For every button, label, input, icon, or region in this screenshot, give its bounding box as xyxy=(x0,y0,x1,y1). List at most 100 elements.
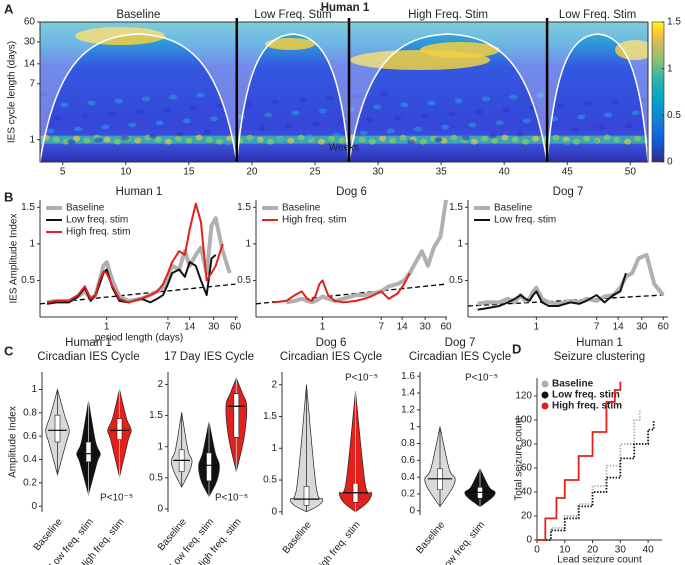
scalogram-blob xyxy=(573,139,580,145)
scalogram-blob xyxy=(471,139,478,145)
colorbar-tick-label: 1 xyxy=(667,63,673,74)
scalogram-speckle xyxy=(577,115,585,120)
y-tick-label: 0.2 xyxy=(23,477,37,488)
scalogram-speckle xyxy=(292,111,300,116)
scalogram-speckle xyxy=(387,129,395,134)
scalogram-speckle xyxy=(285,124,293,129)
scalogram-speckle xyxy=(489,134,497,139)
scalogram-blob xyxy=(114,139,121,145)
x-axis-label: Weeks xyxy=(329,143,359,154)
scalogram-speckle xyxy=(203,130,211,135)
x-tick-label: 0 xyxy=(534,545,540,556)
scalogram-speckle xyxy=(271,100,279,105)
colorbar xyxy=(652,22,664,162)
x-tick-label: 20 xyxy=(246,167,258,178)
scalogram-blob xyxy=(634,136,641,142)
chart-title: Human 1 xyxy=(576,337,623,349)
scalogram-speckle xyxy=(108,112,116,117)
series-line xyxy=(47,255,216,304)
legend-swatch xyxy=(542,381,549,388)
y-tick-label: 1.4 xyxy=(401,388,415,399)
x-tick-label: 40 xyxy=(643,545,655,556)
scalogram-speckle xyxy=(360,131,368,136)
y-tick-label: 1.5 xyxy=(449,202,463,213)
colorbar-tick-label: 0.5 xyxy=(667,110,681,121)
scalogram-speckle xyxy=(516,132,524,137)
scalogram-speckle xyxy=(584,102,592,107)
x-tick-label: Baseline xyxy=(32,516,65,553)
y-tick-label: 2 xyxy=(271,379,277,390)
scalogram-blob xyxy=(53,137,60,143)
scalogram-speckle xyxy=(462,136,470,141)
scalogram-speckle xyxy=(604,113,612,118)
scalogram-speckle xyxy=(176,132,184,137)
y-tick-label: 1 xyxy=(245,239,251,250)
phase-label: High Freq. Stim xyxy=(408,9,488,21)
scalogram-speckle xyxy=(264,113,272,118)
scalogram-speckle xyxy=(598,126,606,131)
scalogram-blob xyxy=(532,136,539,142)
scalogram-speckle xyxy=(482,97,490,102)
y-tick-label: 1 xyxy=(29,239,35,250)
scalogram-blob xyxy=(491,138,498,144)
scalogram-speckle xyxy=(88,101,96,106)
x-axis-label: Lead seizure count xyxy=(557,555,642,565)
scalogram-speckle xyxy=(475,110,483,115)
scalogram-speckle xyxy=(332,133,340,138)
x-tick-label: 35 xyxy=(436,167,448,178)
y-tick-label: 0 xyxy=(526,535,532,546)
scalogram-speckle xyxy=(441,125,449,130)
phase-label: Low Freq. Stim xyxy=(559,9,636,21)
x-tick-label: 60 xyxy=(440,322,452,333)
x-tick-label: 40 xyxy=(499,167,511,178)
scalogram-blob xyxy=(379,136,386,142)
scalogram-speckle xyxy=(135,110,143,115)
y-tick-label: 0.5 xyxy=(21,275,35,286)
scalogram-speckle xyxy=(509,95,517,100)
x-tick-label: 10 xyxy=(120,167,132,178)
scalogram-speckle xyxy=(400,103,408,108)
legend-label: Baseline xyxy=(494,203,533,214)
iqr-box xyxy=(117,419,122,440)
scalogram-speckle xyxy=(94,138,102,143)
series-line xyxy=(478,255,664,304)
x-tick-label: 5 xyxy=(60,167,66,178)
legend-swatch xyxy=(542,392,549,399)
scalogram-blob xyxy=(604,135,611,141)
scalogram-blob xyxy=(287,138,294,144)
iqr-box xyxy=(304,486,309,505)
scalogram-blob xyxy=(481,136,488,142)
y-tick-label: 0.5 xyxy=(449,275,463,286)
scalogram-speckle xyxy=(591,139,599,144)
y-tick-label: 0.8 xyxy=(401,438,415,449)
scalogram-speckle xyxy=(394,116,402,121)
scalogram-speckle xyxy=(625,124,633,129)
annotation: P<10⁻⁵ xyxy=(465,373,498,384)
x-tick-label: 14 xyxy=(397,322,409,333)
scalogram-speckle xyxy=(618,137,626,142)
y-tick-label: 1 xyxy=(271,443,277,454)
scalogram-blob xyxy=(165,139,172,145)
scalogram-speckle xyxy=(298,98,306,103)
scalogram-blob xyxy=(553,135,560,141)
scalogram-blob xyxy=(369,139,376,145)
iqr-box xyxy=(234,394,239,438)
x-tick-label: 30 xyxy=(208,322,220,333)
scalogram-speckle xyxy=(169,95,177,100)
scalogram-speckle xyxy=(183,119,191,124)
scalogram-speckle xyxy=(122,136,130,141)
chart-title: Dog 6 xyxy=(316,337,347,349)
x-tick-label: 1 xyxy=(104,322,110,333)
panel-letter: A xyxy=(4,1,14,16)
scalogram-speckle xyxy=(305,135,313,140)
panel-letter: B xyxy=(4,189,13,204)
scalogram-speckle xyxy=(196,93,204,98)
scalogram-blob xyxy=(583,136,590,142)
scalogram-blob xyxy=(502,135,509,141)
scalogram-speckle xyxy=(523,119,531,124)
y-tick-label: 1.2 xyxy=(401,404,415,415)
panel-letter: C xyxy=(4,343,14,358)
y-tick-label: 7 xyxy=(29,78,35,89)
y-tick-label: 1.5 xyxy=(237,202,251,213)
scalogram-blob xyxy=(134,138,141,144)
